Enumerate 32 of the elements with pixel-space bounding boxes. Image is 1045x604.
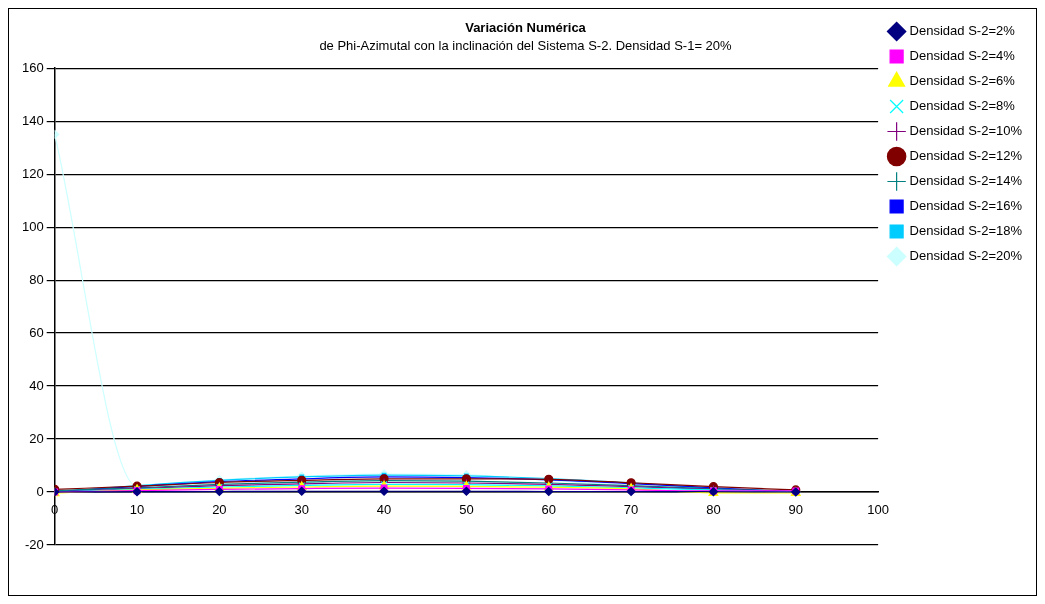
y-tick-label: 0: [36, 483, 44, 499]
x-tick-label: 40: [376, 502, 392, 518]
y-tick-label: 100: [21, 218, 44, 234]
y-tick-label: 140: [21, 112, 44, 128]
y-tick-label: 20: [29, 430, 44, 446]
legend-label: Densidad S-2=6%: [909, 73, 1016, 89]
x-tick-label: 70: [623, 502, 639, 518]
x-tick-label: 90: [788, 502, 804, 518]
y-tick-label: 60: [29, 324, 44, 340]
y-tick-label: 160: [21, 59, 44, 75]
legend-label: Densidad S-2=12%: [909, 148, 1023, 164]
legend-label: Densidad S-2=4%: [909, 48, 1016, 64]
y-tick-label: 120: [21, 165, 44, 181]
x-tick-label: 60: [541, 502, 556, 518]
y-tick-label: 40: [29, 377, 44, 393]
legend-label: Densidad S-2=10%: [909, 123, 1023, 139]
legend-label: Densidad S-2=14%: [909, 173, 1023, 189]
y-tick-label: -20: [24, 536, 44, 552]
chart-subtitle: de Phi-Azimutal con la inclinación del Sistema S-2. Densidad S-1= 20%: [319, 37, 733, 53]
x-tick-label: 20: [212, 502, 227, 518]
x-tick-label: 80: [706, 502, 721, 518]
legend-label: Densidad S-2=18%: [909, 223, 1023, 239]
legend-label: Densidad S-2=8%: [909, 98, 1016, 114]
legend-label: Densidad S-2=16%: [909, 198, 1023, 214]
x-tick-label: 30: [294, 502, 309, 518]
legend-label: Densidad S-2=2%: [909, 23, 1016, 39]
legend-label: Densidad S-2=20%: [909, 248, 1023, 264]
x-tick-label: 50: [459, 502, 474, 518]
x-tick-label: 10: [129, 502, 145, 518]
x-tick-label: 100: [867, 502, 889, 518]
chart-title: Variación Numérica: [465, 20, 587, 36]
y-tick-label: 80: [29, 271, 44, 287]
